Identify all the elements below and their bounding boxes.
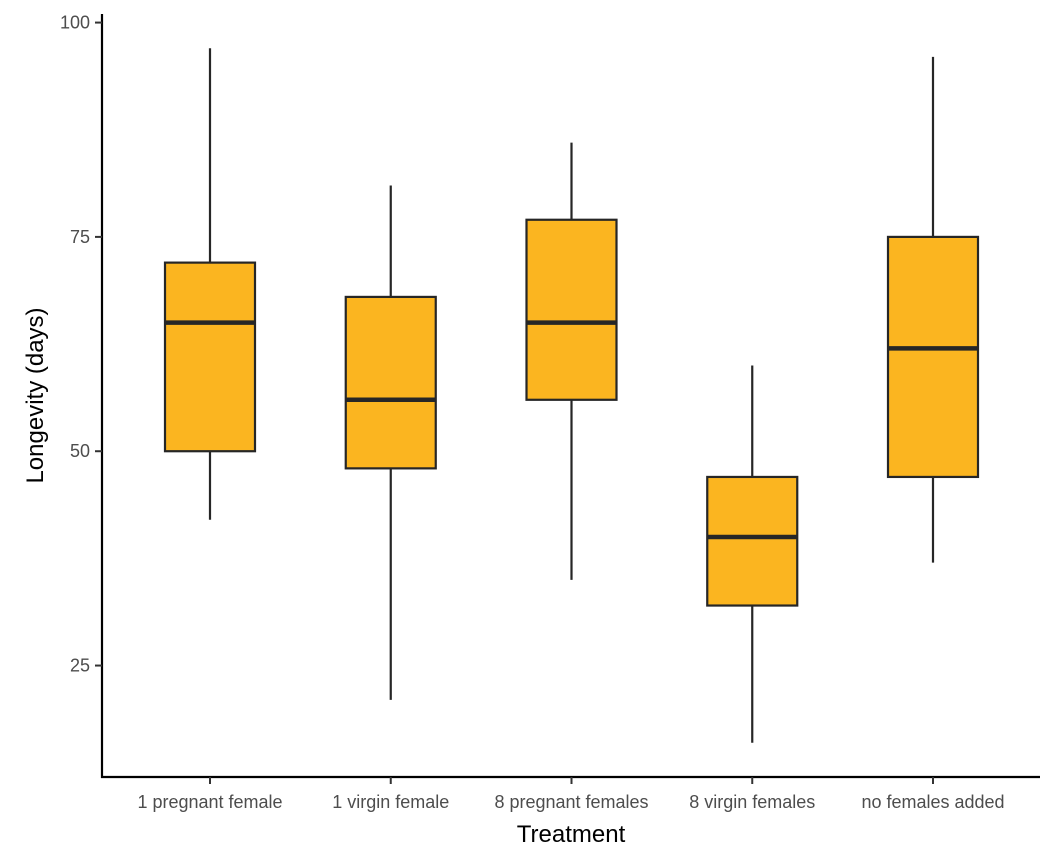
- x-tick-label: 1 virgin female: [332, 792, 449, 812]
- y-tick-label: 50: [70, 441, 90, 461]
- x-tick-label: 1 pregnant female: [137, 792, 282, 812]
- y-axis-title: Longevity (days): [22, 307, 49, 483]
- y-tick-label: 75: [70, 227, 90, 247]
- box-group: [525, 142, 618, 580]
- y-tick-label: 25: [70, 656, 90, 676]
- y-tick-label: 100: [60, 13, 90, 33]
- x-axis-title: Treatment: [517, 821, 626, 848]
- box: [163, 261, 257, 453]
- x-axis-ticks: 1 pregnant female 1 virgin female 8 pregna…: [137, 777, 1005, 812]
- box: [886, 235, 980, 479]
- x-tick-label: 8 pregnant females: [494, 792, 648, 812]
- box-group: [886, 56, 980, 563]
- box: [525, 218, 618, 401]
- box: [344, 295, 437, 470]
- box-group: [706, 365, 799, 743]
- boxes-layer: [163, 48, 980, 743]
- x-tick-label: no females added: [861, 792, 1004, 812]
- box-group: [163, 48, 257, 520]
- box: [706, 475, 799, 607]
- y-axis-ticks: 25 50 75 100: [60, 13, 102, 676]
- x-tick-label: 8 virgin females: [689, 792, 815, 812]
- box-group: [344, 185, 437, 700]
